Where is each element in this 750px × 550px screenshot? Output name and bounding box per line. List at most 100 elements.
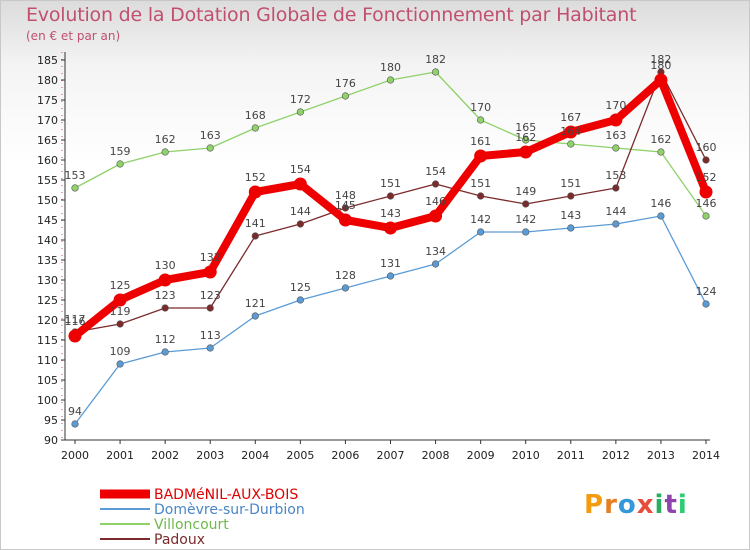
series-dom-vre-sur-durbion bbox=[71, 212, 710, 428]
data-label: 163 bbox=[200, 129, 221, 142]
data-point bbox=[657, 212, 665, 220]
data-point bbox=[702, 156, 710, 164]
y-tick-label: 135 bbox=[37, 254, 58, 267]
data-point bbox=[699, 185, 713, 199]
data-label: 123 bbox=[200, 289, 221, 302]
data-label: 112 bbox=[155, 333, 176, 346]
data-point bbox=[116, 360, 124, 368]
y-tick-label: 160 bbox=[37, 154, 58, 167]
data-label: 176 bbox=[335, 77, 356, 90]
data-label: 149 bbox=[515, 185, 536, 198]
data-point bbox=[296, 296, 304, 304]
x-tick-label: 2003 bbox=[196, 449, 224, 462]
data-point bbox=[567, 192, 575, 200]
data-label: 153 bbox=[605, 169, 626, 182]
data-point bbox=[477, 228, 485, 236]
x-tick-label: 2007 bbox=[377, 449, 405, 462]
data-label: 164 bbox=[560, 125, 581, 138]
y-tick-label: 185 bbox=[37, 54, 58, 67]
legend: BADMéNIL-AUX-BOISDomèvre-sur-DurbionVill… bbox=[100, 487, 305, 548]
data-label: 180 bbox=[650, 59, 671, 72]
data-point bbox=[657, 148, 665, 156]
data-point bbox=[431, 180, 440, 188]
data-label: 162 bbox=[515, 131, 536, 144]
x-tick-label: 2014 bbox=[692, 449, 720, 462]
x-tick-label: 2000 bbox=[61, 449, 89, 462]
data-label: 121 bbox=[245, 297, 266, 310]
data-point bbox=[158, 273, 172, 287]
data-point bbox=[248, 185, 262, 199]
data-point bbox=[564, 125, 578, 139]
data-point bbox=[293, 177, 307, 191]
y-tick-label: 145 bbox=[37, 214, 58, 227]
data-label: 162 bbox=[650, 133, 671, 146]
series-layer bbox=[68, 68, 713, 428]
data-point bbox=[341, 284, 350, 292]
data-point bbox=[161, 148, 169, 156]
data-point bbox=[612, 220, 620, 228]
data-label: 161 bbox=[470, 135, 491, 148]
y-tick-label: 140 bbox=[37, 234, 58, 247]
data-point bbox=[477, 116, 485, 124]
data-label: 132 bbox=[200, 251, 221, 264]
y-tick-label: 125 bbox=[37, 294, 58, 307]
data-label: 162 bbox=[155, 133, 176, 146]
data-point bbox=[71, 184, 79, 192]
y-tick-label: 165 bbox=[37, 134, 58, 147]
data-point bbox=[251, 124, 259, 132]
data-label: 131 bbox=[380, 257, 401, 270]
data-label: 125 bbox=[110, 279, 131, 292]
data-label: 182 bbox=[650, 53, 671, 66]
y-tick-label: 90 bbox=[44, 434, 58, 447]
x-tick-label: 2001 bbox=[106, 449, 134, 462]
y-tick-label: 180 bbox=[37, 74, 58, 87]
data-label: 152 bbox=[245, 171, 266, 184]
data-label: 109 bbox=[110, 345, 131, 358]
data-label: 170 bbox=[470, 101, 491, 114]
data-point bbox=[386, 192, 395, 200]
data-label: 130 bbox=[155, 259, 176, 272]
data-point bbox=[567, 224, 575, 232]
legend-entry: Padoux bbox=[154, 532, 205, 548]
data-point bbox=[338, 213, 352, 227]
data-point bbox=[519, 145, 533, 159]
data-label: 153 bbox=[65, 169, 86, 182]
data-label: 180 bbox=[380, 61, 401, 74]
data-point bbox=[341, 204, 350, 212]
data-label: 146 bbox=[650, 197, 671, 210]
series-villoncourt bbox=[71, 68, 710, 220]
logo-letter: r bbox=[604, 490, 618, 520]
data-point bbox=[474, 149, 488, 163]
series-line bbox=[74, 215, 707, 425]
data-label: 116 bbox=[65, 315, 86, 328]
logo-letter: i bbox=[677, 490, 688, 520]
data-point bbox=[341, 92, 350, 100]
data-label: 123 bbox=[155, 289, 176, 302]
legend-entry: Domèvre-sur-Durbion bbox=[154, 502, 305, 518]
data-label: 144 bbox=[605, 205, 626, 218]
x-tick-label: 2005 bbox=[286, 449, 314, 462]
data-label: 125 bbox=[290, 281, 311, 294]
data-label: 146 bbox=[425, 195, 446, 208]
data-label: 142 bbox=[515, 213, 536, 226]
data-point bbox=[161, 304, 169, 312]
data-point bbox=[251, 312, 259, 320]
data-label: 113 bbox=[200, 329, 221, 342]
data-label: 167 bbox=[560, 111, 581, 124]
chart-subtitle: (en € et par an) bbox=[26, 29, 121, 43]
logo-letter: P bbox=[584, 490, 605, 520]
x-tick-label: 2010 bbox=[512, 449, 540, 462]
x-tick-label: 2012 bbox=[602, 449, 630, 462]
data-label: 144 bbox=[290, 205, 311, 218]
data-point bbox=[702, 300, 710, 308]
data-label: 148 bbox=[335, 189, 356, 202]
data-label: 160 bbox=[696, 141, 717, 154]
data-point bbox=[702, 212, 710, 220]
data-label: 141 bbox=[245, 217, 266, 230]
y-tick-label: 175 bbox=[37, 94, 58, 107]
data-point bbox=[567, 140, 575, 148]
y-tick-label: 100 bbox=[37, 394, 58, 407]
data-point bbox=[116, 160, 124, 168]
